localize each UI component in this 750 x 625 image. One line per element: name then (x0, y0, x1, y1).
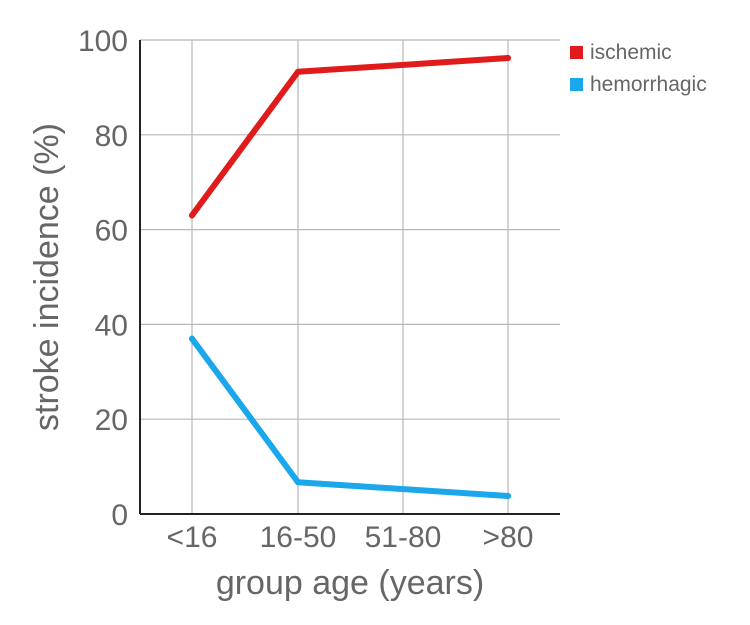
y-axis-title: stroke incidence (%) (28, 123, 66, 431)
y-tick-label: 100 (78, 25, 128, 58)
axes (139, 40, 560, 515)
data-point-hemorrhagic (505, 492, 511, 499)
legend-swatch (570, 46, 583, 59)
data-point-ischemic (505, 55, 511, 62)
y-tick-label: 20 (95, 404, 128, 437)
legend-label: ischemic (590, 41, 672, 64)
series-line-ischemic (189, 55, 511, 219)
y-tick-label: 60 (95, 215, 128, 248)
legend-label: hemorrhagic (590, 73, 707, 96)
data-point-hemorrhagic (189, 335, 195, 342)
x-axis-title: group age (years) (216, 564, 484, 602)
data-point-hemorrhagic (295, 479, 301, 486)
x-tick-label: >80 (483, 521, 534, 554)
grid (140, 39, 560, 514)
x-tick-label: 16-50 (260, 521, 337, 554)
series-lines (189, 55, 511, 499)
y-tick-label: 40 (95, 309, 128, 342)
x-tick-label: <16 (167, 521, 218, 554)
x-tick-labels: <16 16-50 51-80 >80 (167, 521, 534, 554)
legend-swatch (570, 78, 583, 91)
series-line-hemorrhagic (189, 335, 511, 499)
y-tick-label: 80 (95, 120, 128, 153)
data-point-ischemic (295, 68, 301, 75)
y-tick-labels: 0 20 40 60 80 100 (78, 25, 128, 532)
legend: ischemic hemorrhagic (570, 41, 707, 96)
y-tick-label: 0 (111, 499, 128, 532)
x-tick-label: 51-80 (365, 521, 442, 554)
data-point-ischemic (189, 212, 195, 219)
